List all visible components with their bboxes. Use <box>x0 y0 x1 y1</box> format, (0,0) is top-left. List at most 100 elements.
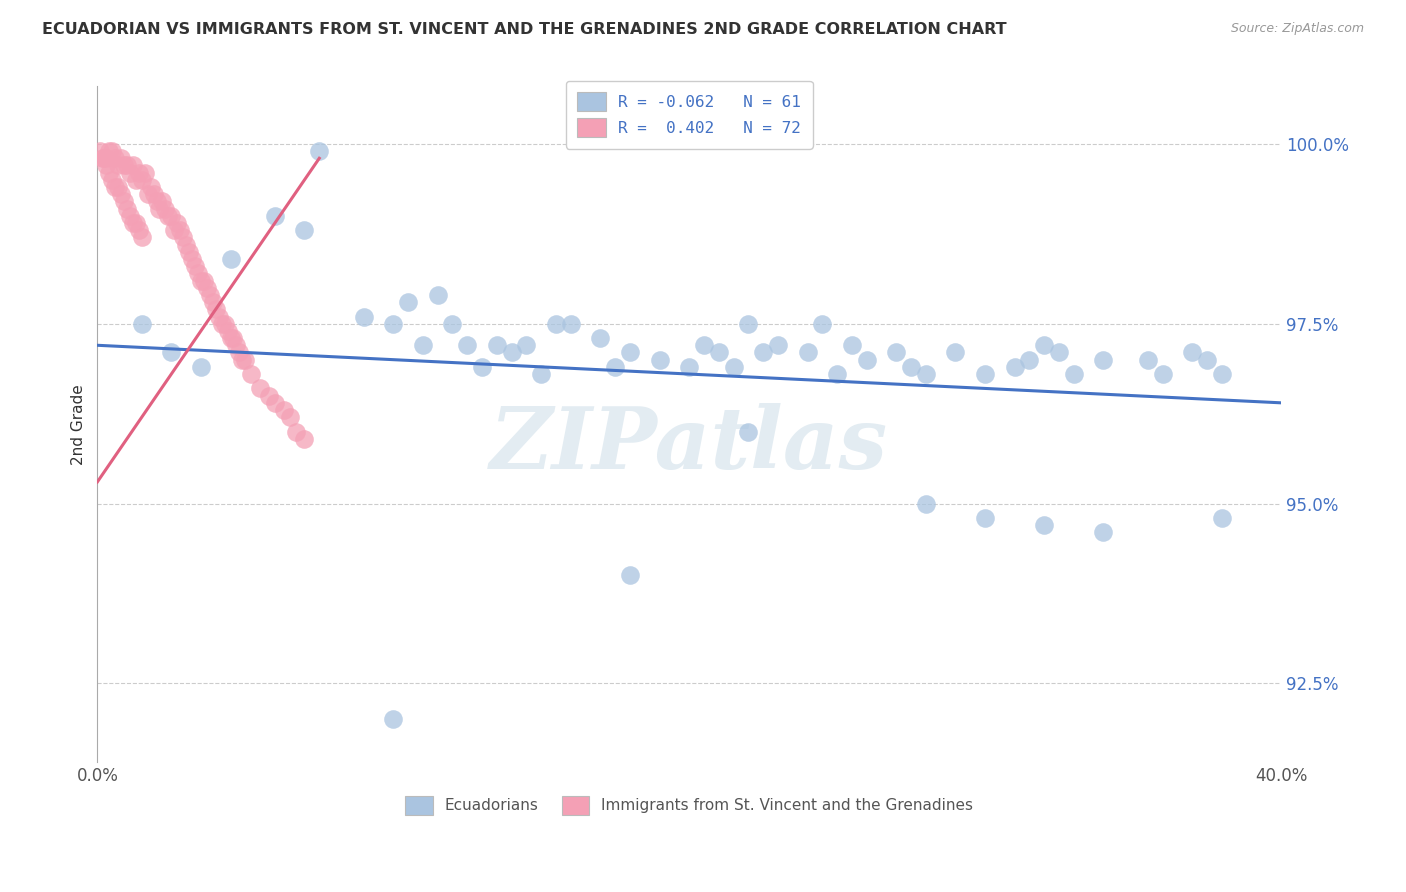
Point <box>560 317 582 331</box>
Point <box>184 259 207 273</box>
Point <box>219 252 242 266</box>
Point <box>231 352 253 367</box>
Point <box>118 166 141 180</box>
Point <box>155 202 177 216</box>
Point <box>142 187 165 202</box>
Point <box>1136 352 1159 367</box>
Point <box>112 194 135 209</box>
Point <box>1152 367 1174 381</box>
Point <box>163 223 186 237</box>
Point <box>619 345 641 359</box>
Point <box>98 144 121 158</box>
Point <box>96 151 118 165</box>
Point <box>128 166 150 180</box>
Point <box>257 389 280 403</box>
Point <box>1092 352 1115 367</box>
Point <box>1033 518 1056 533</box>
Point <box>501 345 523 359</box>
Point <box>707 345 730 359</box>
Point <box>1195 352 1218 367</box>
Point <box>98 166 121 180</box>
Point <box>208 310 231 324</box>
Point <box>515 338 537 352</box>
Point <box>89 144 111 158</box>
Point <box>278 410 301 425</box>
Point <box>382 317 405 331</box>
Point <box>1018 352 1040 367</box>
Point <box>96 159 118 173</box>
Point <box>1047 345 1070 359</box>
Point <box>211 317 233 331</box>
Point <box>382 712 405 726</box>
Point <box>160 209 183 223</box>
Point <box>115 202 138 216</box>
Point <box>104 180 127 194</box>
Point <box>139 180 162 194</box>
Point <box>152 194 174 209</box>
Point <box>294 432 316 446</box>
Point <box>825 367 848 381</box>
Point <box>201 295 224 310</box>
Point <box>177 244 200 259</box>
Point <box>841 338 863 352</box>
Point <box>605 359 627 374</box>
Point <box>796 345 818 359</box>
Point <box>107 180 129 194</box>
Point <box>115 159 138 173</box>
Point <box>589 331 612 345</box>
Point <box>249 381 271 395</box>
Point <box>693 338 716 352</box>
Point <box>125 216 148 230</box>
Point <box>198 288 221 302</box>
Point <box>193 274 215 288</box>
Y-axis label: 2nd Grade: 2nd Grade <box>72 384 86 465</box>
Point <box>219 331 242 345</box>
Point <box>217 324 239 338</box>
Point <box>811 317 834 331</box>
Point <box>222 331 245 345</box>
Point <box>648 352 671 367</box>
Point <box>294 223 316 237</box>
Point <box>190 359 212 374</box>
Point <box>148 202 170 216</box>
Point <box>1004 359 1026 374</box>
Point <box>128 223 150 237</box>
Point <box>157 209 180 223</box>
Point <box>456 338 478 352</box>
Text: Source: ZipAtlas.com: Source: ZipAtlas.com <box>1230 22 1364 36</box>
Point <box>264 396 287 410</box>
Point <box>166 216 188 230</box>
Point <box>181 252 204 266</box>
Point <box>110 187 132 202</box>
Point <box>855 352 877 367</box>
Point <box>214 317 236 331</box>
Point <box>174 237 197 252</box>
Point <box>737 317 759 331</box>
Point <box>195 281 218 295</box>
Legend: Ecuadorians, Immigrants from St. Vincent and the Grenadines: Ecuadorians, Immigrants from St. Vincent… <box>398 789 981 822</box>
Point <box>240 367 263 381</box>
Point <box>169 223 191 237</box>
Point <box>752 345 775 359</box>
Point <box>91 151 114 165</box>
Point <box>228 345 250 359</box>
Point <box>485 338 508 352</box>
Point <box>766 338 789 352</box>
Point <box>530 367 553 381</box>
Point <box>1181 345 1204 359</box>
Point <box>284 425 307 439</box>
Point <box>1211 367 1233 381</box>
Point <box>118 209 141 223</box>
Point <box>441 317 464 331</box>
Point <box>107 159 129 173</box>
Point <box>204 302 226 317</box>
Point <box>91 151 114 165</box>
Point <box>131 317 153 331</box>
Point <box>974 367 997 381</box>
Point <box>172 230 194 244</box>
Point <box>104 151 127 165</box>
Point <box>619 568 641 582</box>
Point <box>225 338 247 352</box>
Point <box>678 359 700 374</box>
Point <box>1033 338 1056 352</box>
